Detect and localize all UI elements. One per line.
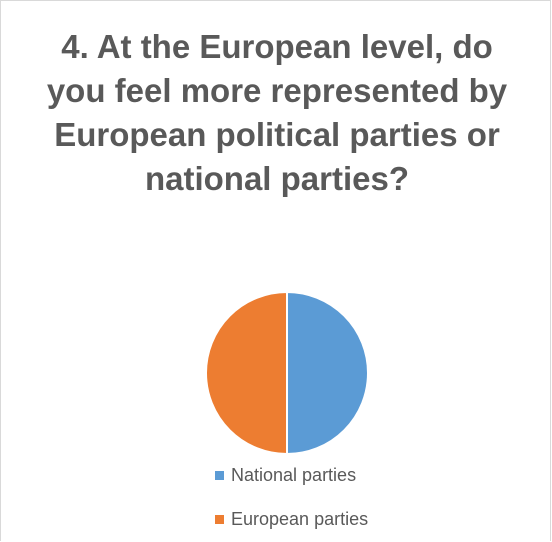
pie-chart [205,291,369,455]
legend-swatch [215,514,224,524]
legend-label: National parties [231,464,357,485]
chart-title: 4. At the European level, do you feel mo… [46,28,508,197]
legend-item-european-parties: European parties [215,497,445,541]
legend: National parties European parties [215,453,445,541]
pie-slice-national-parties [286,291,369,455]
legend-label: European parties [231,508,369,529]
legend-swatch [215,470,224,480]
legend-item-national-parties: National parties [215,453,445,497]
pie-slice-european-parties [205,291,288,455]
